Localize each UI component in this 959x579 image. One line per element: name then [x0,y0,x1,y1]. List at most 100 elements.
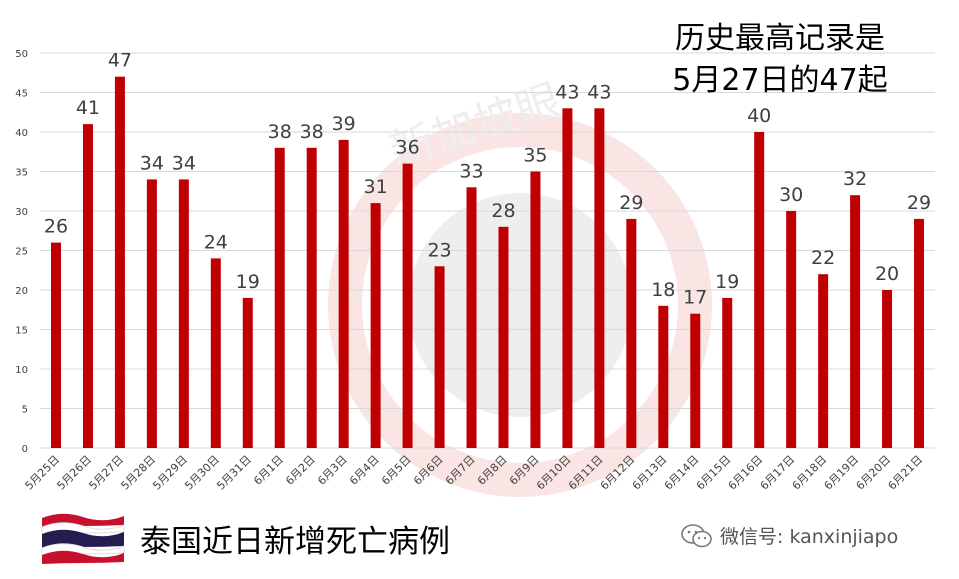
bar [274,147,285,449]
data-label: 31 [364,176,388,198]
data-label: 36 [395,137,419,159]
y-axis: 0 5 10 15 20 25 30 35 40 45 50 [15,49,28,455]
data-label: 26 [44,216,68,238]
bar [722,297,733,448]
data-label: 29 [907,192,931,214]
y-tick-label: 20 [15,286,28,297]
bar [786,211,797,448]
x-tick-label: 5月29日 [150,453,190,493]
bar [818,274,829,448]
x-tick-label: 6月1日 [251,453,286,488]
x-tick-label: 6月18日 [790,453,830,493]
bar [402,163,413,448]
bar [146,179,157,448]
y-tick-label: 50 [15,49,28,60]
bars [50,76,925,449]
annotation: 历史最高记录是 5月27日的47起 [672,21,887,98]
bar [594,108,605,449]
data-label: 41 [76,97,100,119]
bar [82,124,93,448]
bar [466,187,477,449]
data-label: 28 [491,200,515,222]
data-label: 24 [204,231,228,253]
bar [626,218,637,448]
bar [242,297,253,448]
x-tick-label: 6月16日 [726,453,766,493]
data-label: 20 [875,263,899,285]
y-tick-label: 35 [15,168,28,179]
data-labels: 26 41 47 34 34 24 19 38 38 39 31 36 23 33 28 35 43 43 29 18… [44,50,931,309]
x-tick-label: 6月20日 [854,453,894,493]
x-tick-label: 5月25日 [23,453,63,493]
x-tick-label: 5月26日 [54,453,94,493]
data-label: 30 [779,184,803,206]
bar [210,258,221,448]
data-label: 17 [683,287,707,309]
y-tick-label: 30 [15,207,28,218]
x-tick-label: 6月5日 [379,453,414,488]
x-tick-label: 6月19日 [822,453,862,493]
data-label: 35 [523,145,547,167]
gridlines [40,52,935,449]
data-label: 22 [811,247,835,269]
data-label: 32 [843,168,867,190]
data-label: 18 [651,279,675,301]
x-tick-label: 6月17日 [758,453,798,493]
thailand-flag [41,513,125,564]
x-tick-label: 6月3日 [315,453,350,488]
x-tick-label: 6月14日 [662,453,702,493]
data-label: 19 [715,271,739,293]
x-tick-label: 6月13日 [630,453,670,493]
bar [306,147,317,449]
bar [562,108,573,449]
bar [114,76,125,448]
watermark: 新加坡眼 [328,75,712,497]
x-tick-label: 5月31日 [214,453,254,493]
data-label: 40 [747,105,771,127]
data-label: 38 [300,121,324,143]
bar [754,132,765,448]
bar [178,179,189,448]
annotation-line-2: 5月27日的47起 [672,63,887,98]
wechat-icon [681,523,712,547]
bar [658,305,669,448]
y-tick-label: 10 [15,365,28,376]
data-label: 47 [108,50,132,72]
y-tick-label: 15 [15,326,28,337]
y-tick-label: 5 [22,405,28,416]
bar [914,218,925,448]
x-tick-label: 5月28日 [118,453,158,493]
data-label: 33 [459,160,483,182]
data-label: 19 [236,271,260,293]
bar [882,290,893,448]
bar [370,203,381,448]
wechat-id-text: 微信号: kanxinjiapo [720,526,899,548]
bar [690,313,701,448]
y-tick-label: 40 [15,128,28,139]
annotation-line-1: 历史最高记录是 [675,21,885,56]
y-tick-label: 45 [15,89,28,100]
y-tick-label: 0 [22,444,28,455]
data-label: 34 [172,152,196,174]
flag-stripe-red [42,550,124,564]
data-label: 43 [555,81,579,103]
x-tick-label: 5月30日 [182,453,222,493]
wechat-id: 微信号: kanxinjiapo [680,522,898,549]
bar-chart: 新加坡眼 0 5 10 15 20 25 30 35 40 45 50 26 41 47 34 34 24 19… [15,21,935,497]
x-tick-label: 6月15日 [694,453,734,493]
bar [434,266,445,448]
bar [338,139,349,448]
bar [498,226,509,448]
data-label: 23 [427,239,451,261]
bar [50,242,61,448]
x-tick-label: 6月2日 [283,453,318,488]
data-label: 39 [332,113,356,135]
bar [530,171,541,448]
x-tick-label: 6月4日 [347,453,382,488]
data-label: 43 [587,81,611,103]
data-label: 38 [268,121,292,143]
bar [850,195,861,448]
y-tick-label: 25 [15,247,28,258]
x-tick-label: 6月21日 [886,453,926,493]
chart-caption: 泰国近日新增死亡病例 [140,524,450,560]
